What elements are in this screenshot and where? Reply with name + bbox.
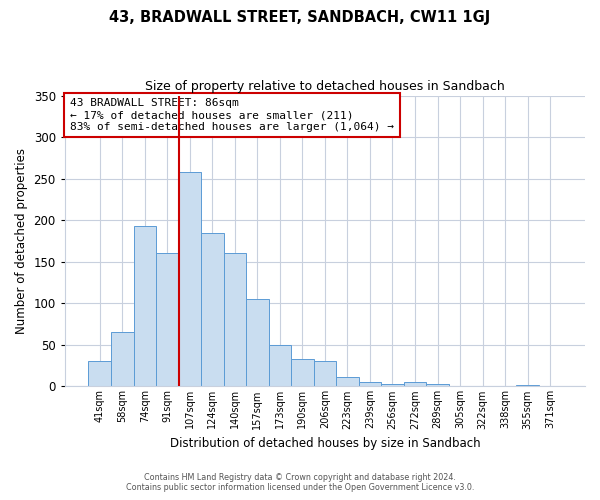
Bar [269,345,291,387]
Bar [426,384,449,386]
Bar [111,332,134,386]
Bar [291,359,314,386]
Bar [134,226,156,386]
Bar [404,382,426,386]
Bar [314,362,336,386]
Bar [246,299,269,386]
Bar [201,234,224,386]
Text: 43, BRADWALL STREET, SANDBACH, CW11 1GJ: 43, BRADWALL STREET, SANDBACH, CW11 1GJ [109,10,491,25]
Bar [517,384,539,386]
X-axis label: Distribution of detached houses by size in Sandbach: Distribution of detached houses by size … [170,437,480,450]
Title: Size of property relative to detached houses in Sandbach: Size of property relative to detached ho… [145,80,505,93]
Text: 43 BRADWALL STREET: 86sqm
← 17% of detached houses are smaller (211)
83% of semi: 43 BRADWALL STREET: 86sqm ← 17% of detac… [70,98,394,132]
Text: Contains HM Land Registry data © Crown copyright and database right 2024.
Contai: Contains HM Land Registry data © Crown c… [126,473,474,492]
Bar [359,382,381,386]
Bar [88,362,111,386]
Bar [224,252,246,386]
Bar [156,254,179,386]
Y-axis label: Number of detached properties: Number of detached properties [15,148,28,334]
Bar [381,384,404,386]
Bar [336,377,359,386]
Bar [179,172,201,386]
